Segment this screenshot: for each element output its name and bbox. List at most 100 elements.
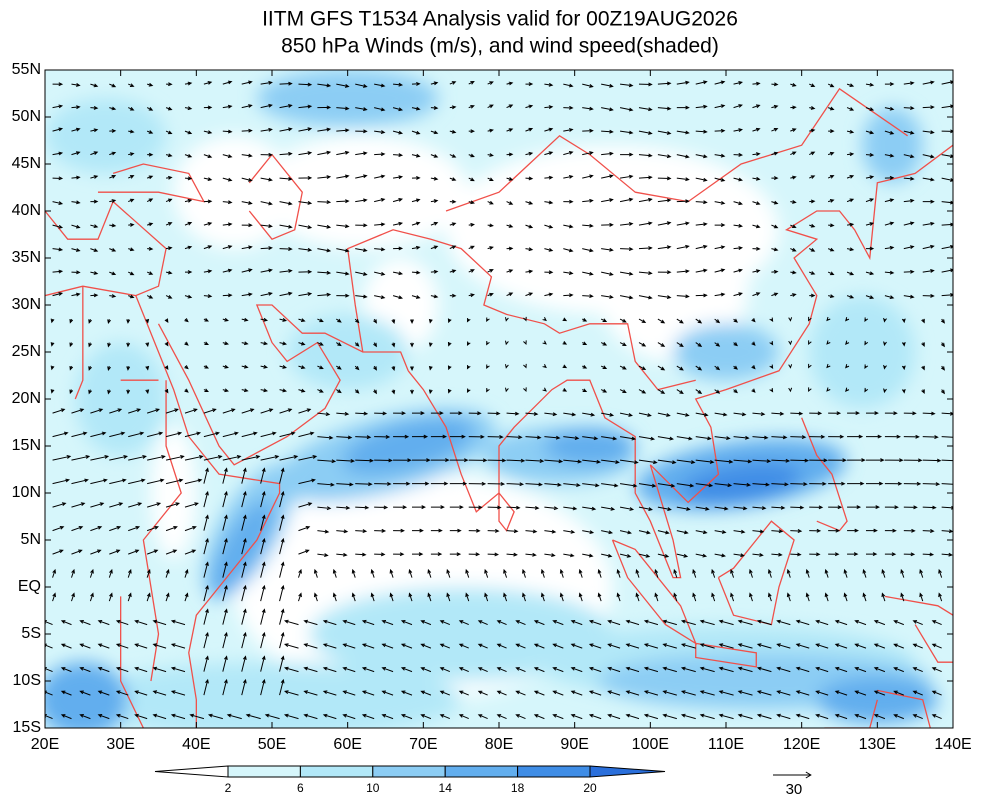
wind-vector (447, 388, 452, 394)
wind-vector (795, 690, 810, 696)
wind-vector (411, 106, 421, 111)
plot-area (45, 70, 953, 728)
wind-vector (525, 176, 534, 181)
wind-vector (336, 505, 351, 510)
wind-vector (279, 104, 293, 109)
wind-vector (336, 106, 350, 111)
wind-vector (846, 107, 855, 111)
wind-vector (203, 431, 220, 438)
wind-vector (351, 592, 356, 602)
wind-vector (680, 643, 696, 649)
wind-vector (165, 568, 170, 578)
wind-vector (544, 529, 557, 534)
wind-vector (222, 631, 228, 649)
wind-vector (109, 294, 117, 298)
wind-vector (430, 294, 439, 299)
wind-vector (769, 388, 774, 393)
wind-vector (733, 268, 743, 273)
wind-vector (468, 153, 475, 158)
wind-vector (752, 412, 766, 416)
wind-vector (393, 505, 408, 510)
wind-vector (523, 387, 527, 392)
wind-vector (733, 529, 746, 534)
wind-vector (711, 592, 716, 602)
wind-vector (903, 505, 918, 510)
wind-vector (903, 434, 920, 439)
wind-vector (769, 364, 774, 370)
wind-vector (449, 293, 457, 298)
wind-vector (165, 222, 173, 226)
wind-vector (90, 408, 104, 414)
wind-vector (809, 199, 816, 204)
coastline (407, 144, 953, 579)
wind-vector (776, 713, 791, 720)
wind-vector (601, 506, 616, 511)
wind-vector (714, 530, 727, 534)
wind-vector (355, 151, 368, 156)
wind-vector (428, 318, 433, 324)
wind-vector (108, 592, 113, 602)
wind-vector (515, 714, 526, 720)
wind-vector (222, 341, 229, 346)
wind-vector (336, 150, 350, 156)
wind-vector (582, 271, 594, 276)
wind-vector (865, 246, 875, 251)
wind-vector (222, 561, 228, 578)
wind-vector (361, 713, 375, 720)
wind-vector (152, 643, 167, 649)
wind-vector (680, 690, 696, 696)
wind-vector (260, 80, 273, 85)
wind-vector (487, 482, 506, 486)
wind-vector (355, 482, 373, 487)
wind-vector (108, 568, 113, 578)
wind-vector (544, 247, 554, 252)
wind-vector (355, 271, 368, 276)
wind-vector (881, 568, 886, 578)
wind-vector (52, 292, 64, 297)
wind-vector (657, 81, 672, 86)
wind-vector (563, 199, 574, 204)
wind-vector (430, 481, 449, 486)
wind-vector (449, 505, 464, 510)
x-tick-label: 130E (859, 736, 896, 753)
wind-vector (420, 690, 432, 696)
wind-vector (795, 713, 810, 720)
wind-vector (544, 82, 554, 87)
wind-vector (752, 176, 761, 181)
wind-vector (400, 643, 413, 649)
wind-vector (941, 104, 953, 109)
wind-vector (165, 408, 179, 414)
wind-vector (52, 201, 64, 205)
wind-vector (487, 269, 494, 273)
wind-vector (374, 83, 386, 88)
wind-vector (410, 342, 414, 348)
wind-vector (411, 198, 421, 203)
wind-vector (487, 200, 494, 205)
wind-vector (317, 412, 331, 417)
wind-vector (468, 177, 475, 182)
wind-vector (260, 246, 273, 251)
wind-vector (657, 342, 666, 347)
wind-vector (912, 643, 923, 649)
wind-vector (374, 295, 386, 300)
wind-vector (795, 619, 810, 626)
wind-vector (582, 294, 594, 299)
wind-vector (563, 483, 581, 487)
wind-vector (619, 365, 627, 370)
wind-vector (79, 620, 91, 626)
wind-vector (222, 154, 233, 158)
wind-vector (525, 435, 542, 440)
wind-vector (477, 714, 488, 720)
wind-vector (695, 104, 708, 109)
wind-vector (374, 197, 386, 203)
wind-vector (752, 269, 761, 274)
wind-vector (921, 365, 925, 371)
wind-vector (752, 127, 761, 132)
coastline (884, 595, 953, 616)
wind-vector (107, 389, 111, 395)
wind-vector (931, 620, 942, 626)
wind-vector (184, 431, 202, 438)
wind-vector (563, 412, 577, 417)
wind-vector (865, 107, 875, 111)
wind-vector (361, 690, 375, 696)
